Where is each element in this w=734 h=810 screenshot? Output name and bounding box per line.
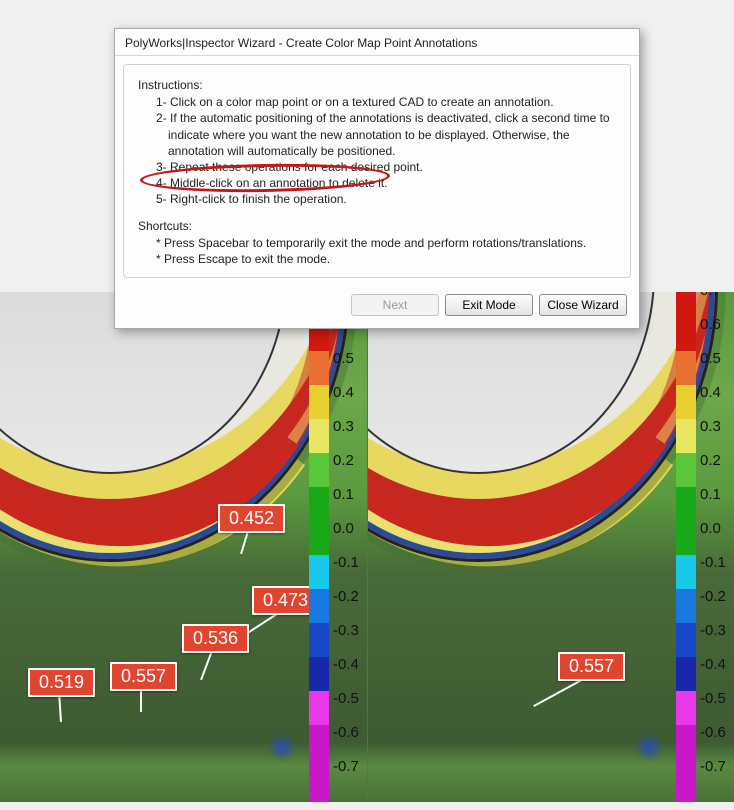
scale-label: 0.5 [333,350,354,367]
scale-label: 0.4 [333,384,354,401]
instructions-heading: Instructions: [138,77,616,93]
scale-label: -0.2 [333,588,359,605]
instruction-line: 3- Repeat these operations for each desi… [156,159,616,175]
instructions-list: 1- Click on a color map point or on a te… [156,94,616,207]
dialog-title: PolyWorks|Inspector Wizard - Create Colo… [115,29,639,56]
scale-label: -0.5 [333,690,359,707]
shortcut-line: * Press Escape to exit the mode. [156,251,616,267]
scale-label: -0.2 [700,588,726,605]
scale-label: 0.2 [333,452,354,469]
scale-label: -0.6 [333,724,359,741]
dialog-button-row: Next Exit Mode Close Wizard [115,286,639,328]
shortcuts-heading: Shortcuts: [138,218,616,234]
point-annotation[interactable]: 0.557 [558,652,625,681]
scale-label: 0.5 [700,350,721,367]
scale-segment: -0.7 [676,759,726,802]
right-viewport[interactable]: 0.557 0.7 0.6 0.5 0.4 0.3 0.2 0.1 0.0 -0.1 -0.2 -0… [367,292,734,802]
point-annotation[interactable]: 0.519 [28,668,95,697]
scale-label: -0.1 [700,554,726,571]
scale-label: 0.2 [700,452,721,469]
scale-label: 0.1 [700,486,721,503]
point-annotation[interactable]: 0.557 [110,662,177,691]
scale-label: -0.6 [700,724,726,741]
scale-label: -0.7 [700,758,726,775]
scale-label: 0.6 [700,316,721,333]
scale-label: -0.3 [700,622,726,639]
left-viewport[interactable]: 0.4520.4730.5360.5570.519 0.70.60.50.40.… [0,292,367,802]
visualization-area: 0.4520.4730.5360.5570.519 0.70.60.50.40.… [0,292,734,802]
shortcut-line: * Press Spacebar to temporarily exit the… [156,235,616,251]
close-wizard-button[interactable]: Close Wizard [539,294,627,316]
scale-label: 0.3 [700,418,721,435]
scale-label: 0.7 [700,292,721,299]
instruction-line: 5- Right-click to finish the operation. [156,191,616,207]
instruction-line: 2- If the automatic positioning of the a… [156,110,616,159]
scale-label: -0.3 [333,622,359,639]
wizard-dialog: PolyWorks|Inspector Wizard - Create Colo… [114,28,640,329]
blue-mark [267,732,297,762]
scale-label: 0.1 [333,486,354,503]
dialog-body: Instructions: 1- Click on a color map po… [123,64,631,278]
color-scale-right: 0.7 0.6 0.5 0.4 0.3 0.2 0.1 0.0 -0.1 -0.2 -0.3 -0.4… [676,292,726,802]
scale-label: 0.0 [700,520,721,537]
blue-mark [634,732,664,762]
instruction-line: 4- Middle-click on an annotation to dele… [156,175,616,191]
scale-label: 0.0 [333,520,354,537]
scale-segment: -0.7 [309,759,359,802]
scale-label: 0.3 [333,418,354,435]
point-annotation[interactable]: 0.536 [182,624,249,653]
color-scale-left: 0.70.60.50.40.30.20.10.0-0.1-0.2-0.3-0.4… [309,292,359,802]
scale-label: -0.4 [700,656,726,673]
scale-label: -0.7 [333,758,359,775]
next-button: Next [351,294,439,316]
shortcuts-list: * Press Spacebar to temporarily exit the… [156,235,616,267]
instruction-line: 1- Click on a color map point or on a te… [156,94,616,110]
scale-label: 0.4 [700,384,721,401]
scale-label: -0.4 [333,656,359,673]
scale-label: -0.1 [333,554,359,571]
scale-label: -0.5 [700,690,726,707]
point-annotation[interactable]: 0.452 [218,504,285,533]
exit-mode-button[interactable]: Exit Mode [445,294,533,316]
